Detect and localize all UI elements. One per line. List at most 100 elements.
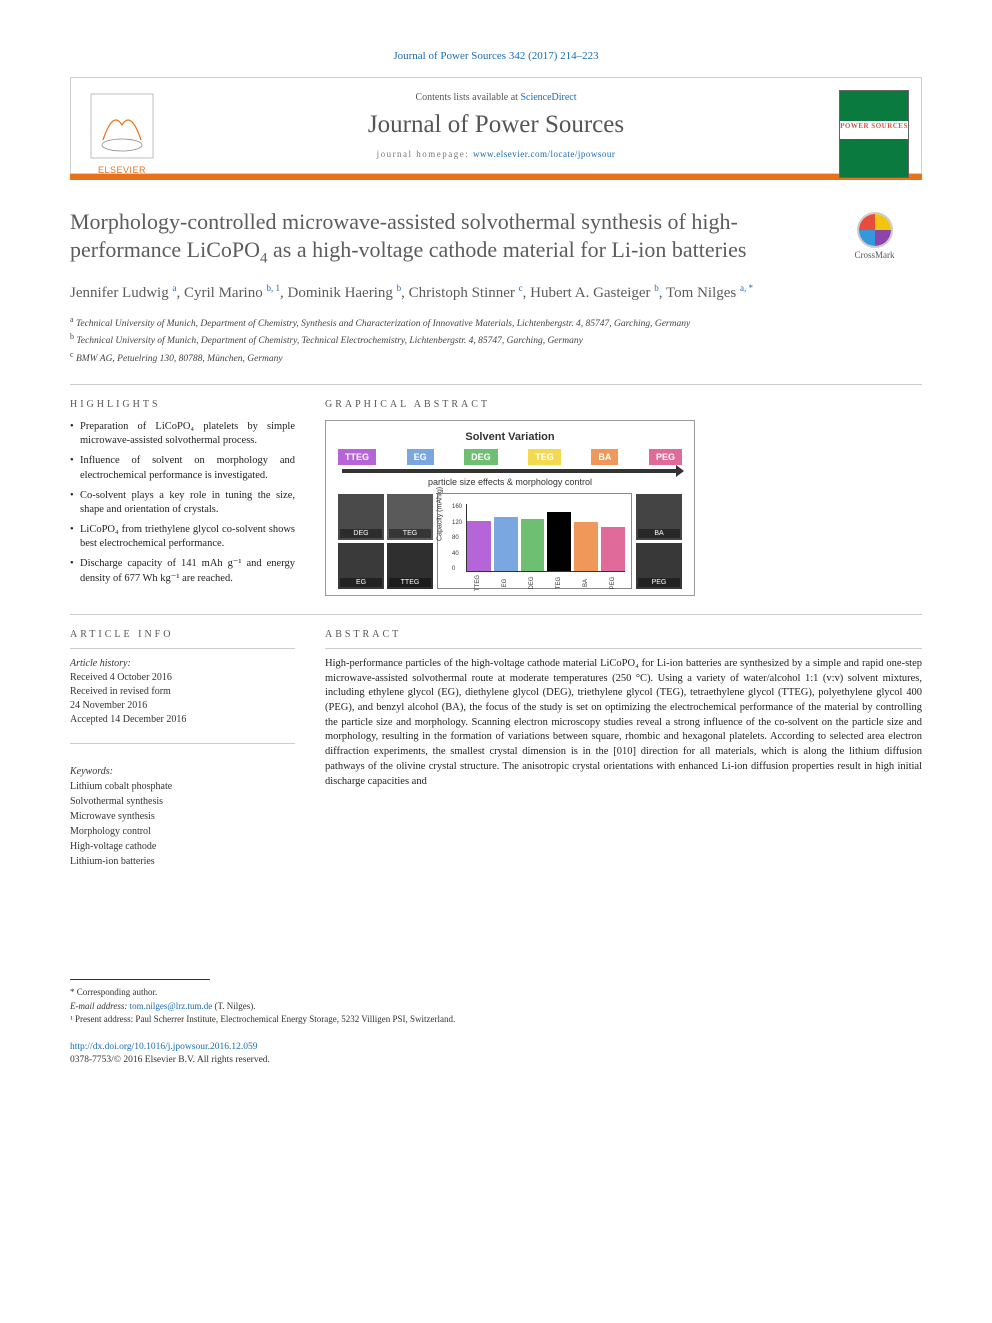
keyword: Lithium-ion batteries <box>70 854 295 869</box>
ga-solvent-chip: PEG <box>649 449 682 465</box>
ga-bar <box>521 519 545 571</box>
ga-bar-chart: Capacity (mAh/g) 16012080400 TTEGEGDEGTE… <box>437 493 632 589</box>
homepage-link[interactable]: www.elsevier.com/locate/jpowsour <box>473 149 615 159</box>
highlight-item: Preparation of LiCoPO₄ platelets by simp… <box>70 420 295 448</box>
crossmark-label: CrossMark <box>827 250 922 260</box>
svg-text:ELSEVIER: ELSEVIER <box>98 165 146 175</box>
affiliations: a Technical University of Munich, Depart… <box>70 314 922 366</box>
highlight-item: LiCoPO₄ from triethylene glycol co-solve… <box>70 523 295 551</box>
affiliation: c BMW AG, Petuelring 130, 80788, München… <box>70 349 922 366</box>
ga-sem-thumbnail: PEG <box>636 543 682 589</box>
highlight-item: Discharge capacity of 141 mAh g⁻¹ and en… <box>70 557 295 585</box>
article-info-label: ARTICLE INFO <box>70 629 295 640</box>
divider <box>70 614 922 615</box>
ga-thumbs-left: DEGTEGEGTTEG <box>338 494 433 589</box>
divider <box>70 384 922 385</box>
ga-thumbs-right: BAPEG <box>636 494 682 589</box>
keyword: Lithium cobalt phosphate <box>70 779 295 794</box>
present-address: ¹ Present address: Paul Scherrer Institu… <box>70 1013 922 1027</box>
abstract-divider <box>325 648 922 649</box>
crossmark-badge[interactable]: CrossMark <box>827 212 922 260</box>
doi-link[interactable]: http://dx.doi.org/10.1016/j.jpowsour.201… <box>70 1042 257 1052</box>
ga-solvent-chip: TTEG <box>338 449 376 465</box>
ga-arrow <box>342 469 678 473</box>
ga-subtitle: particle size effects & morphology contr… <box>338 477 682 487</box>
crossmark-icon <box>857 212 893 248</box>
ga-sem-thumbnail: TTEG <box>387 543 433 589</box>
history-line: Accepted 14 December 2016 <box>70 713 295 727</box>
ga-sem-thumbnail: BA <box>636 494 682 540</box>
highlight-item: Influence of solvent on morphology and e… <box>70 454 295 482</box>
ga-solvent-row: TTEG EG DEG TEG BA PEG <box>338 449 682 465</box>
abstract-label: ABSTRACT <box>325 629 922 640</box>
highlight-item: Co-solvent plays a key role in tuning th… <box>70 489 295 517</box>
author-list: Jennifer Ludwig a, Cyril Marino b, 1, Do… <box>70 282 922 304</box>
abstract-text: High-performance particles of the high-v… <box>325 657 922 789</box>
keyword: High-voltage cathode <box>70 839 295 854</box>
article-history: Article history: Received 4 October 2016… <box>70 657 295 727</box>
email-line: E-mail address: tom.nilges@lrz.tum.de (T… <box>70 1000 922 1014</box>
history-line: Received 4 October 2016 <box>70 671 295 685</box>
journal-name: Journal of Power Sources <box>181 111 811 139</box>
author: Hubert A. Gasteiger b, <box>530 285 666 301</box>
ga-bars <box>466 504 625 572</box>
ga-solvent-chip: EG <box>407 449 434 465</box>
ga-bar <box>601 527 625 571</box>
journal-header: ELSEVIER POWER SOURCES Contents lists av… <box>70 77 922 174</box>
keywords-title: Keywords: <box>70 764 295 779</box>
journal-homepage: journal homepage: www.elsevier.com/locat… <box>181 149 811 159</box>
graphical-abstract-label: GRAPHICAL ABSTRACT <box>325 399 922 410</box>
ga-sem-thumbnail: EG <box>338 543 384 589</box>
affiliation: b Technical University of Munich, Depart… <box>70 331 922 348</box>
author: Tom Nilges a, * <box>666 285 753 301</box>
graphical-abstract: Solvent Variation TTEGEGDEGTEGBAPEG part… <box>325 420 695 596</box>
email-label: E-mail address: <box>70 1001 130 1011</box>
ga-bar <box>574 522 598 571</box>
info-divider <box>70 743 295 744</box>
homepage-prefix: journal homepage: <box>377 149 473 159</box>
author: Christoph Stinner c, <box>409 285 531 301</box>
doi-block: http://dx.doi.org/10.1016/j.jpowsour.201… <box>70 1041 922 1068</box>
cover-title: POWER SOURCES <box>840 121 908 139</box>
history-line: 24 November 2016 <box>70 699 295 713</box>
journal-cover-thumbnail: POWER SOURCES <box>839 90 909 178</box>
keyword: Microwave synthesis <box>70 809 295 824</box>
sciencedirect-link[interactable]: ScienceDirect <box>520 92 576 103</box>
article-title: Morphology-controlled microwave-assisted… <box>70 208 812 268</box>
ga-title: Solvent Variation <box>338 431 682 443</box>
email-suffix: (T. Nilges). <box>212 1001 255 1011</box>
journal-reference: Journal of Power Sources 342 (2017) 214–… <box>70 50 922 62</box>
author: Jennifer Ludwig a, <box>70 285 184 301</box>
ga-solvent-chip: DEG <box>464 449 498 465</box>
ga-bar <box>547 512 571 571</box>
keyword: Morphology control <box>70 824 295 839</box>
email-link[interactable]: tom.nilges@lrz.tum.de <box>130 1001 213 1011</box>
ga-bar <box>467 521 491 571</box>
ga-solvent-chip: BA <box>591 449 618 465</box>
title-part-2: as a high-voltage cathode material for L… <box>268 237 747 262</box>
affiliation: a Technical University of Munich, Depart… <box>70 314 922 331</box>
contents-prefix: Contents lists available at <box>415 92 520 103</box>
footnotes: * Corresponding author. E-mail address: … <box>70 986 922 1027</box>
highlights-label: HIGHLIGHTS <box>70 399 295 410</box>
corresponding-author: * Corresponding author. <box>70 986 922 1000</box>
issn-copyright: 0378-7753/© 2016 Elsevier B.V. All right… <box>70 1055 270 1065</box>
footnote-rule <box>70 979 210 980</box>
ga-solvent-chip: TEG <box>528 449 561 465</box>
ga-sem-thumbnail: TEG <box>387 494 433 540</box>
history-line: Received in revised form <box>70 685 295 699</box>
author: Dominik Haering b, <box>287 285 408 301</box>
elsevier-logo: ELSEVIER <box>83 90 161 178</box>
ga-ylabel: Capacity (mAh/g) <box>437 487 444 541</box>
ga-yticks: 16012080400 <box>452 504 462 572</box>
keyword: Solvothermal synthesis <box>70 794 295 809</box>
contents-available: Contents lists available at ScienceDirec… <box>181 92 811 103</box>
ga-sem-thumbnail: DEG <box>338 494 384 540</box>
info-divider <box>70 648 295 649</box>
keywords: Keywords: Lithium cobalt phosphateSolvot… <box>70 764 295 869</box>
ga-bar <box>494 517 518 571</box>
author: Cyril Marino b, 1, <box>184 285 288 301</box>
highlights-list: Preparation of LiCoPO₄ platelets by simp… <box>70 420 295 586</box>
accent-bar <box>70 174 922 180</box>
title-subscript: 4 <box>260 250 268 266</box>
